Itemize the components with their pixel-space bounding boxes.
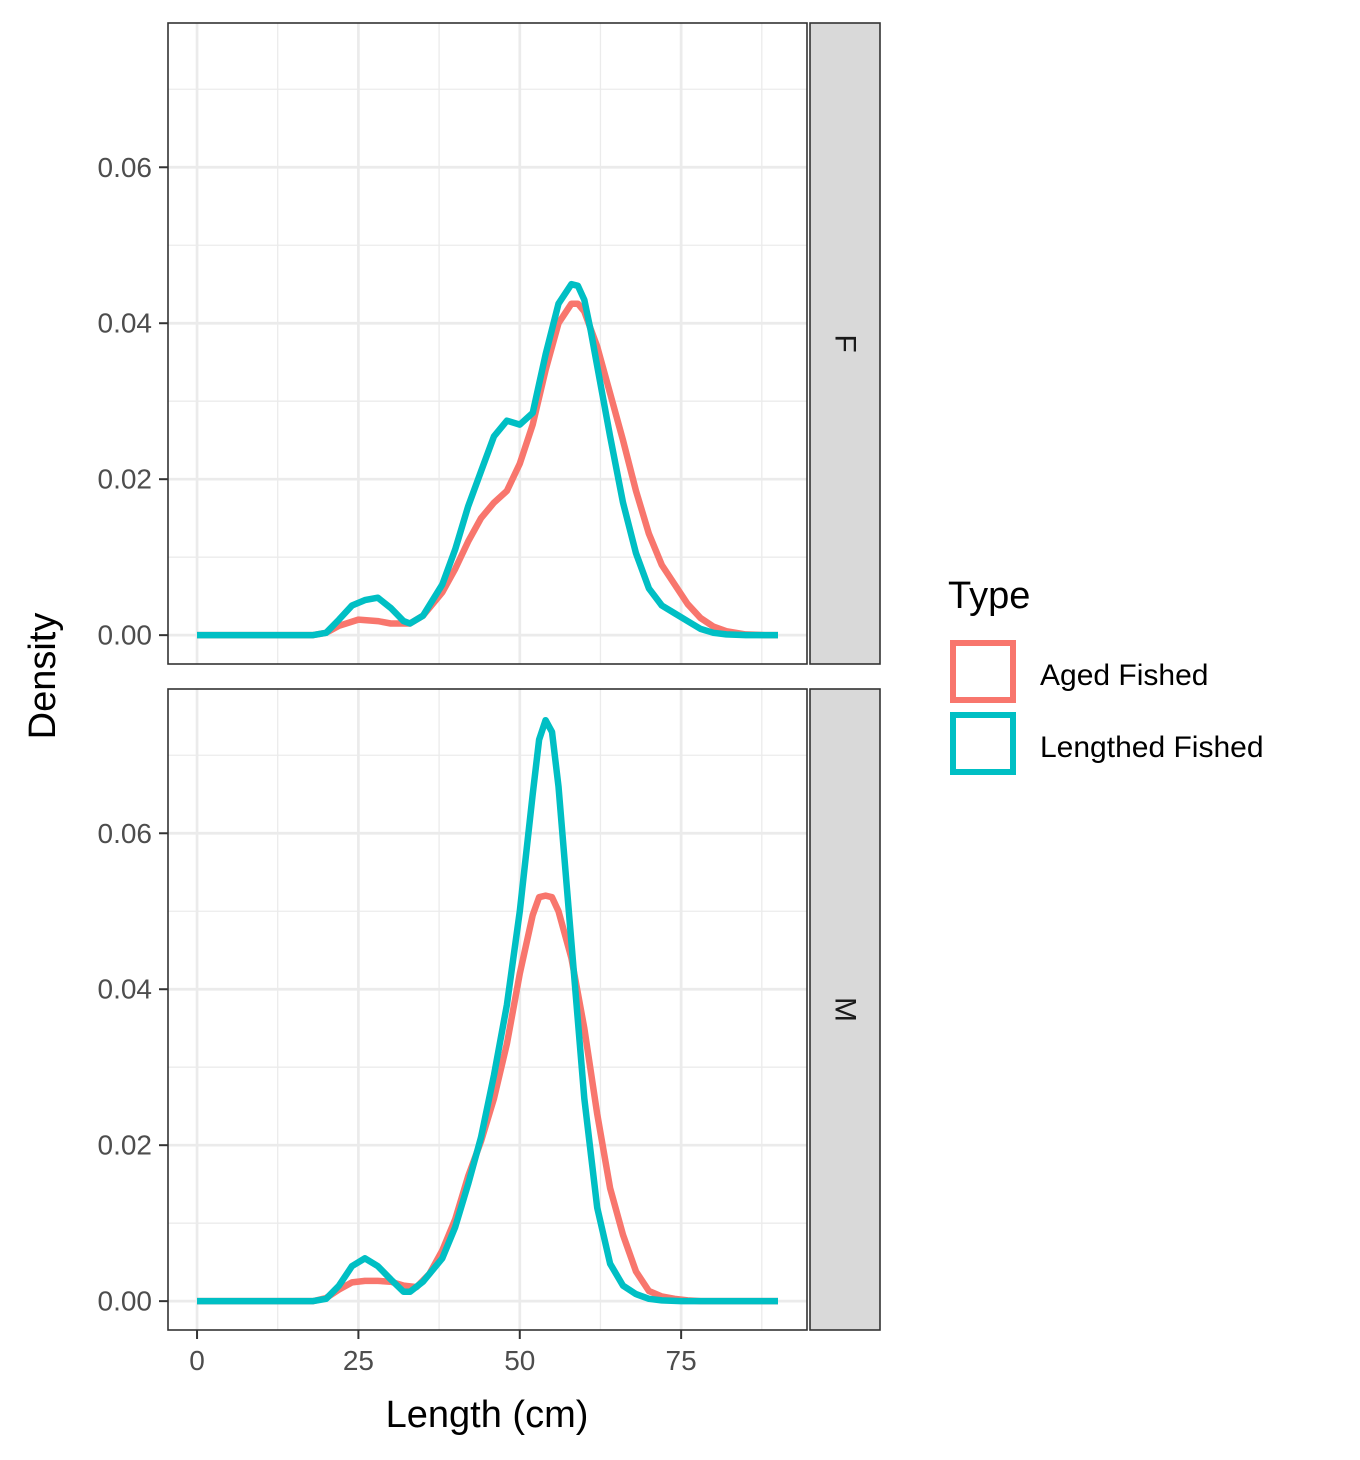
legend-label-lengthed-fished: Lengthed Fished [1040,731,1264,764]
facet-strip-label: M [829,997,862,1022]
y-tick-label: 0.04 [98,974,153,1005]
series-line-aged-fished [197,892,778,1305]
x-tick-label: 25 [343,1345,374,1376]
y-tick-label: 0.02 [98,1130,153,1161]
panel-border [167,688,808,1331]
legend-title: Type [948,575,1030,617]
series-line-aged-fished [197,300,778,639]
legend-key-aged-fished [950,640,1016,703]
facet-strip [809,22,881,665]
panel-background [168,689,807,1330]
y-tick-label: 0.06 [98,818,153,849]
facet-panel-m: M 0.00 0.02 0.04 0.06 0 25 50 75 [98,688,881,1376]
y-tick-label: 0.02 [98,464,153,495]
panel-background [168,23,807,664]
facet-panel-f: F 0.00 0.02 0.04 0.06 [98,22,881,665]
legend-label-aged-fished: Aged Fished [1040,659,1208,692]
y-tick-label: 0.04 [98,308,153,339]
x-axis-title: Length (cm) [386,1394,589,1436]
x-tick-label: 75 [666,1345,697,1376]
y-tick-label: 0.00 [98,1286,153,1317]
series-line-lengthed-fished [197,280,778,639]
facet-strip-label: F [829,334,862,352]
panel-border [167,22,808,665]
facet-strip [809,688,881,1331]
series-line-lengthed-fished [197,716,778,1305]
y-axis-title: Density [22,613,64,740]
x-tick-label: 50 [504,1345,535,1376]
legend-key-lengthed-fished [950,712,1016,775]
y-tick-label: 0.00 [98,620,153,651]
y-tick-label: 0.06 [98,152,153,183]
x-tick-label: 0 [189,1345,205,1376]
